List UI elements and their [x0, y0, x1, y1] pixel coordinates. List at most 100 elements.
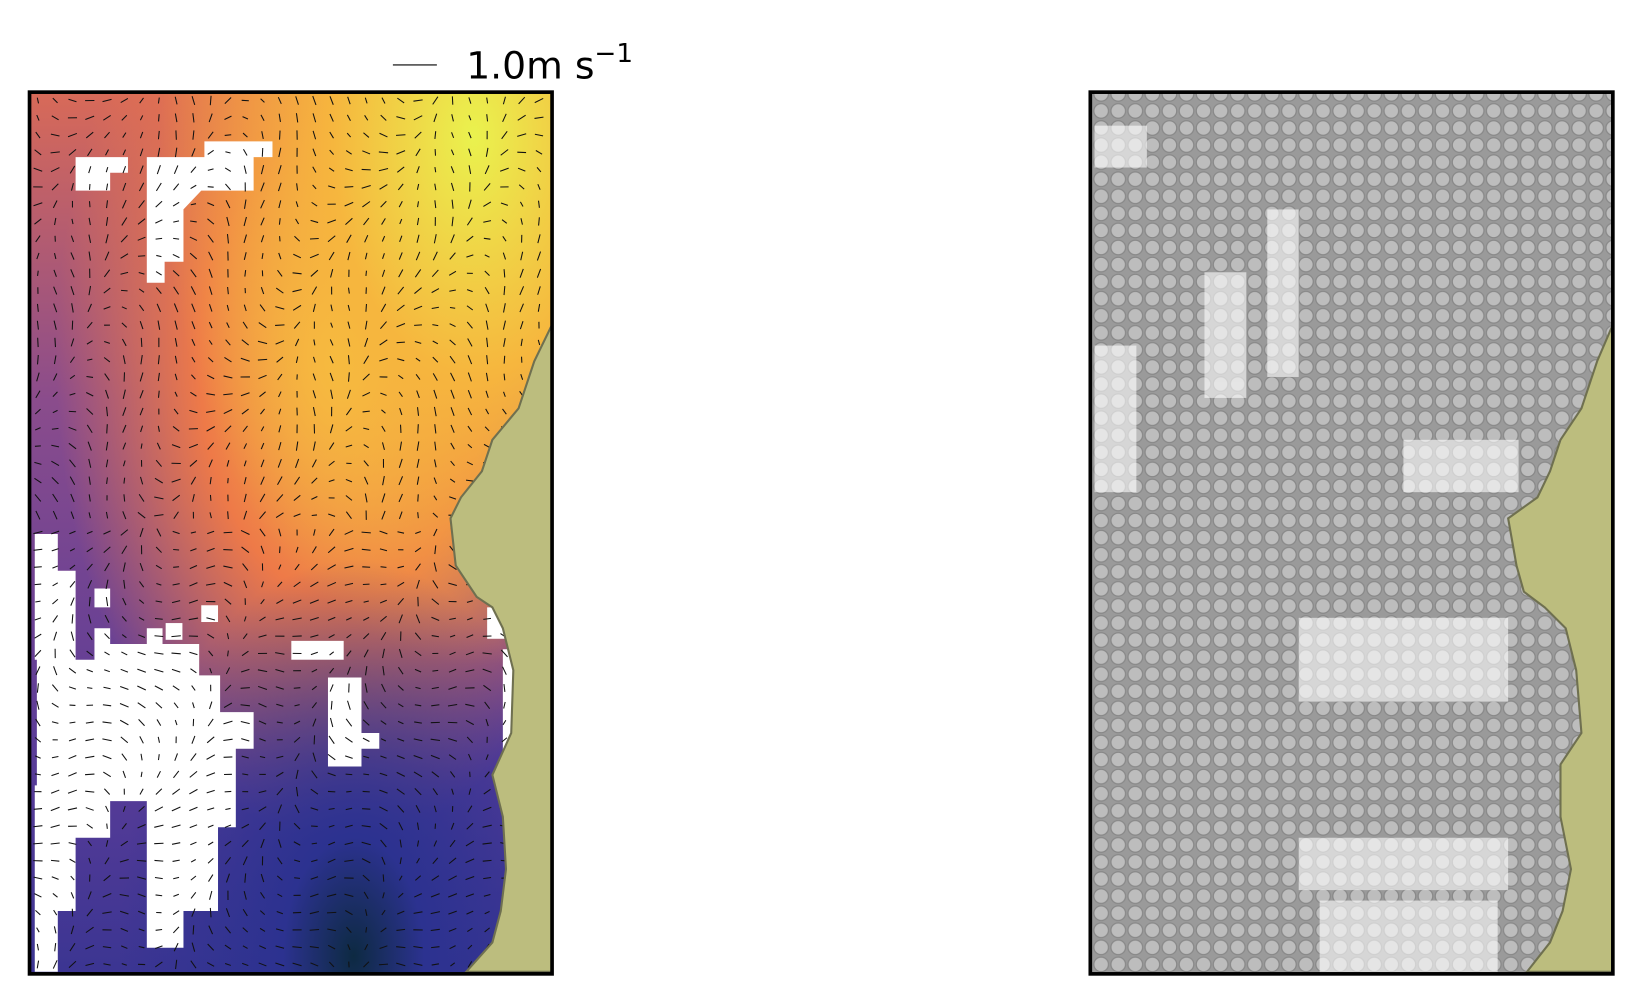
vector [260, 459, 265, 468]
vector [88, 251, 91, 261]
vector [311, 514, 318, 516]
vector [122, 597, 127, 606]
vector [105, 579, 109, 590]
vector [519, 303, 524, 313]
vector [260, 408, 265, 415]
vector [174, 113, 178, 123]
vector [379, 321, 387, 330]
masked-cells [34, 141, 519, 972]
vector [223, 738, 233, 741]
vector [68, 148, 77, 156]
vector [278, 113, 281, 123]
vector [413, 305, 423, 311]
vector [275, 945, 285, 949]
vector [138, 718, 145, 727]
vector [138, 493, 145, 502]
vector [172, 859, 180, 862]
vector [33, 808, 43, 810]
vector [467, 389, 472, 399]
vector [69, 374, 76, 380]
vector [260, 217, 265, 226]
vector [518, 184, 525, 190]
vector [345, 718, 353, 727]
vector [119, 719, 129, 726]
vector [329, 113, 334, 122]
vector [88, 494, 91, 502]
vector [120, 253, 129, 259]
vector [208, 925, 214, 935]
vector [102, 704, 112, 707]
vector [398, 269, 404, 278]
vector [431, 686, 439, 690]
vector [311, 668, 318, 673]
vector [450, 962, 456, 967]
vector [259, 756, 266, 759]
vector [380, 566, 387, 568]
vector [363, 444, 369, 449]
vector [241, 339, 250, 346]
vector [206, 393, 216, 396]
vector [364, 909, 368, 916]
vector [344, 186, 354, 188]
vector [243, 890, 247, 900]
vector [242, 773, 249, 776]
vector [362, 391, 371, 397]
vector [449, 252, 456, 260]
vector [486, 355, 489, 365]
vector [154, 514, 164, 517]
vector [35, 235, 41, 243]
vector [414, 721, 422, 724]
vector [310, 269, 319, 277]
vector [70, 631, 75, 641]
vector [259, 616, 266, 622]
vector [465, 719, 474, 726]
vector [397, 531, 405, 534]
vector [206, 736, 215, 744]
vector [397, 666, 404, 675]
vector [434, 424, 437, 434]
vector [344, 201, 354, 207]
vector [190, 548, 197, 552]
vector [415, 251, 421, 261]
vector [191, 685, 196, 691]
vector [121, 322, 128, 328]
vector [104, 857, 110, 865]
vector [156, 254, 162, 258]
vector [415, 148, 421, 157]
vector [382, 666, 385, 676]
vector [313, 356, 316, 363]
vector [225, 183, 231, 191]
vector [432, 373, 438, 381]
vector [224, 684, 232, 692]
vector [259, 528, 266, 537]
vector [120, 686, 129, 690]
vector [328, 460, 335, 467]
vector [503, 303, 506, 313]
vector [225, 151, 231, 154]
vector [243, 165, 247, 174]
vector [537, 234, 541, 244]
vector [278, 564, 282, 570]
vector [483, 220, 492, 223]
vector [431, 963, 440, 966]
vector [276, 356, 284, 363]
vector [87, 840, 92, 847]
vector [397, 581, 405, 587]
vector [138, 928, 145, 932]
vector [380, 755, 387, 759]
vector [34, 893, 42, 898]
vector [189, 409, 198, 414]
vector [536, 167, 542, 173]
vector [312, 303, 316, 313]
vector [225, 908, 231, 918]
vector [137, 702, 146, 709]
vector [379, 615, 387, 622]
vector [417, 424, 419, 434]
vector [416, 234, 420, 243]
vector [190, 753, 197, 762]
vector [122, 355, 126, 365]
vector [416, 458, 420, 468]
vector [417, 512, 419, 519]
vector [52, 409, 58, 414]
vector [69, 392, 76, 396]
